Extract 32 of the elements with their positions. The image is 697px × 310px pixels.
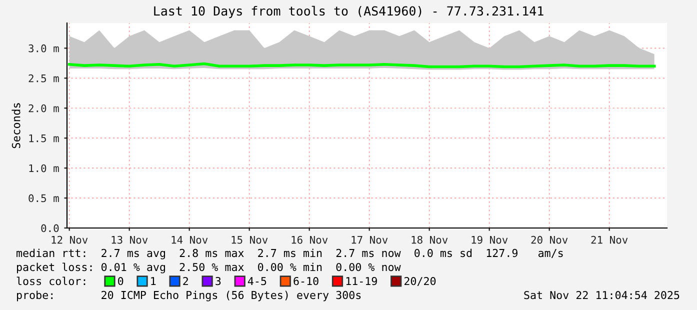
y-tick-label: 0.5 m — [28, 194, 59, 202]
legend-title: loss color: — [16, 276, 86, 286]
y-tick-label: 1.0 m — [29, 164, 59, 172]
text: probe: 20 ICMP Echo Pings (56 Bytes) every 300s — [17, 290, 361, 302]
x-tick-label: 12 Nov — [52, 236, 88, 244]
y-tick-label: 1.5 m — [29, 134, 59, 142]
y-tick-label: 2.0 m — [28, 104, 59, 112]
x-tick-label: 13 Nov — [112, 236, 148, 244]
y-tick-label: 3.0 m — [28, 44, 59, 52]
x-tick-label: 21 Nov — [591, 236, 628, 244]
x-tick-label: 18 Nov — [412, 236, 448, 244]
legend-label: 0 — [118, 276, 124, 286]
x-tick-label: 19 Nov — [472, 236, 508, 244]
x-tick-label: 16 Nov — [292, 236, 328, 244]
text: packet loss: 0.01 % avg 2.50 % max 0.00 % min 0.00 % now — [17, 262, 401, 274]
x-tick-label: 15 Nov — [232, 236, 268, 244]
text: Sat Nov 22 11:04:54 2025 — [524, 290, 680, 300]
legend-label: 2 — [183, 276, 188, 286]
y-axis-title: Seconds — [12, 103, 20, 148]
text: median rtt: 2.7 ms avg 2.8 ms max 2.7 ms min 2.7 ms now 0.0 ms sd 127.9 am/s — [16, 248, 563, 260]
x-tick-label: 20 Nov — [531, 236, 568, 244]
chart-title: Last 10 Days from tools to (AS41960) - 77.73.231.141 — [154, 6, 544, 18]
legend-label: 3 — [216, 276, 221, 286]
legend-label: 11-19 — [346, 276, 377, 286]
legend-label: 6-10 — [294, 276, 318, 286]
legend-label: 4-5 — [248, 277, 266, 286]
legend-label: 20/20 — [404, 276, 436, 286]
x-tick-label: 14 Nov — [172, 236, 208, 244]
y-tick-label: 2.5 m — [28, 74, 59, 82]
x-tick-label: 17 Nov — [352, 236, 388, 244]
legend-label: 1 — [151, 277, 156, 286]
y-tick-label: 0.0 — [41, 224, 59, 232]
